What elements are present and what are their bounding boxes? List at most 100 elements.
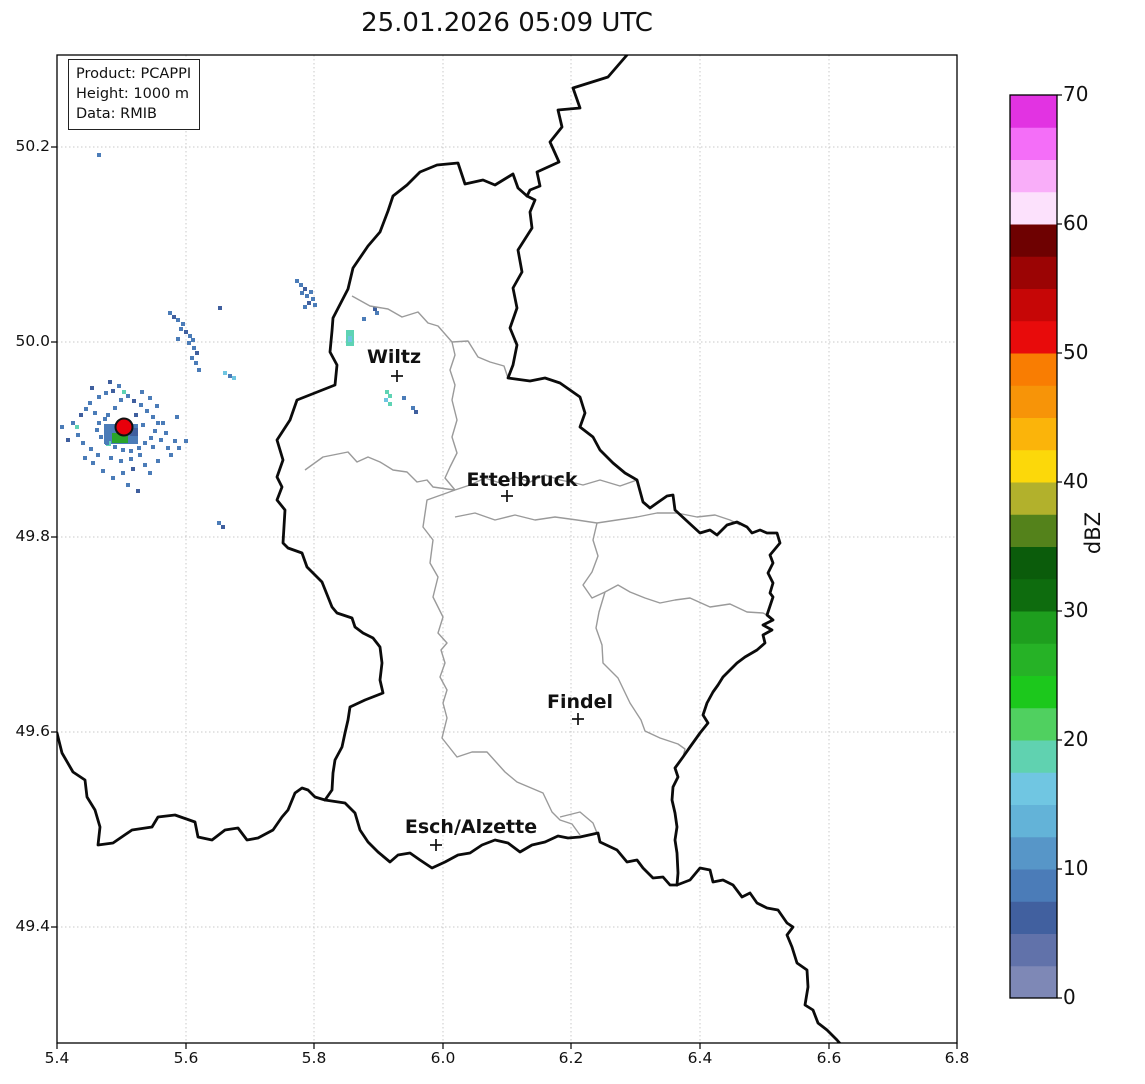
radar-site-dot (114, 417, 134, 437)
colorbar-tick-label: 0 (1063, 985, 1076, 1009)
colorbar-axis-label: dBZ (1081, 511, 1106, 555)
radar-echo-pixel (117, 384, 121, 388)
city-label-esch-alzette: Esch/Alzette (404, 816, 538, 838)
radar-echo-pixel (103, 417, 107, 421)
country-border (323, 798, 679, 887)
radar-echo-pixel (140, 390, 144, 394)
radar-echo-pixel (173, 439, 177, 443)
radar-echo-pixel (388, 394, 392, 398)
colorbar-step (1010, 320, 1057, 354)
colorbar-step (1010, 449, 1057, 483)
radar-echo-pixel (176, 318, 180, 322)
country-border (275, 161, 529, 802)
canton-border (444, 341, 458, 491)
city-label-ettelbruck: Ettelbruck (466, 469, 578, 491)
colorbar-tick-label: 40 (1063, 469, 1089, 493)
colorbar-step (1010, 417, 1057, 451)
radar-echo-pixel (108, 380, 112, 384)
radar-echo-pixel (179, 327, 183, 331)
radar-echo-pixel (164, 431, 168, 435)
radar-echo-pixel (197, 368, 201, 372)
city-label-findel: Findel (546, 691, 614, 713)
radar-echo-pixel (66, 438, 70, 442)
radar-echo-pixel (188, 334, 192, 338)
radar-echo-pixel (151, 445, 155, 449)
country-border (525, 55, 629, 198)
radar-echo-pixel (113, 406, 117, 410)
radar-echo-pixel (177, 446, 181, 450)
radar-echo-patch (130, 428, 138, 436)
country-border (57, 731, 327, 847)
colorbar-step (1010, 740, 1057, 773)
canton-border (595, 591, 686, 758)
radar-echo-pixel (111, 389, 115, 393)
radar-echo-pixel (402, 396, 406, 400)
radar-echo-pixel (106, 413, 110, 417)
radar-echo-pixel (95, 428, 99, 432)
radar-echo-pixel (93, 411, 97, 415)
canton-border (351, 295, 509, 379)
radar-echo-pixel (141, 423, 145, 427)
radar-echo-pixel (119, 398, 123, 402)
radar-echo-pixel (176, 337, 180, 341)
product-info-box: Product: PCAPPI Height: 1000 m Data: RMI… (68, 59, 201, 130)
radar-echo-pixel (126, 394, 130, 398)
radar-echo-pixel (375, 311, 379, 315)
radar-echo-pixel (105, 441, 109, 445)
colorbar-step (1010, 127, 1057, 160)
x-tick-label: 6.0 (430, 1049, 456, 1067)
radar-echo-pixel (305, 294, 309, 298)
radar-echo-pixel (166, 446, 170, 450)
radar-echo-pixel (96, 453, 100, 457)
radar-echo-pixel (101, 469, 105, 473)
radar-echo-pixel (384, 398, 388, 402)
radar-echo-pixel (153, 429, 157, 433)
canton-border (422, 489, 581, 836)
colorbar-step (1010, 482, 1057, 515)
city-label-wiltz: Wiltz (366, 346, 422, 368)
radar-echo-pixel (137, 446, 141, 450)
radar-echo-pixel (148, 471, 152, 475)
radar-echo-pixel (385, 390, 389, 394)
colorbar-step (1010, 707, 1057, 741)
radar-echo-pixel (145, 409, 149, 413)
map-layer (57, 55, 957, 1043)
radar-echo-pixel (190, 356, 194, 360)
y-tick-label: 49.6 (15, 722, 50, 740)
radar-echo-pixel (75, 425, 79, 429)
colorbar-step (1010, 643, 1057, 676)
radar-echo-pixel (411, 406, 415, 410)
radar-echo-pixel (299, 283, 303, 287)
radar-echo-pixel (172, 315, 176, 319)
radar-echo-pixel (121, 471, 125, 475)
radar-echo-pixel (99, 435, 103, 439)
height-line: Height: 1000 m (76, 86, 190, 102)
colorbar-step (1010, 288, 1057, 322)
radar-echo-pixel (194, 361, 198, 365)
canton-border (454, 474, 638, 491)
radar-echo-pixel (156, 459, 160, 463)
colorbar-step (1010, 514, 1057, 547)
radar-echo-pixel (119, 459, 123, 463)
radar-echo-pixel (97, 421, 101, 425)
y-tick-label: 50.0 (15, 332, 50, 350)
radar-echo-pixel (136, 489, 140, 493)
canton-border (559, 811, 598, 834)
radar-echo-pixel (156, 421, 160, 425)
x-tick-label: 6.6 (816, 1049, 842, 1067)
radar-echo-pixel (311, 297, 315, 301)
radar-echo-pixel (295, 279, 299, 283)
radar-echo-pixel (414, 410, 418, 414)
colorbar-step (1010, 772, 1057, 805)
radar-echo-pixel (175, 415, 179, 419)
colorbar-step (1010, 256, 1057, 289)
colorbar-step (1010, 901, 1057, 934)
colorbar-step (1010, 933, 1057, 967)
radar-echo-pixel (232, 376, 236, 380)
radar-echo-pixel (132, 399, 136, 403)
colorbar-tick-label: 30 (1063, 598, 1089, 622)
radar-echo-pixel (126, 483, 130, 487)
radar-echo-pixel (111, 476, 115, 480)
canton-border (582, 522, 768, 616)
